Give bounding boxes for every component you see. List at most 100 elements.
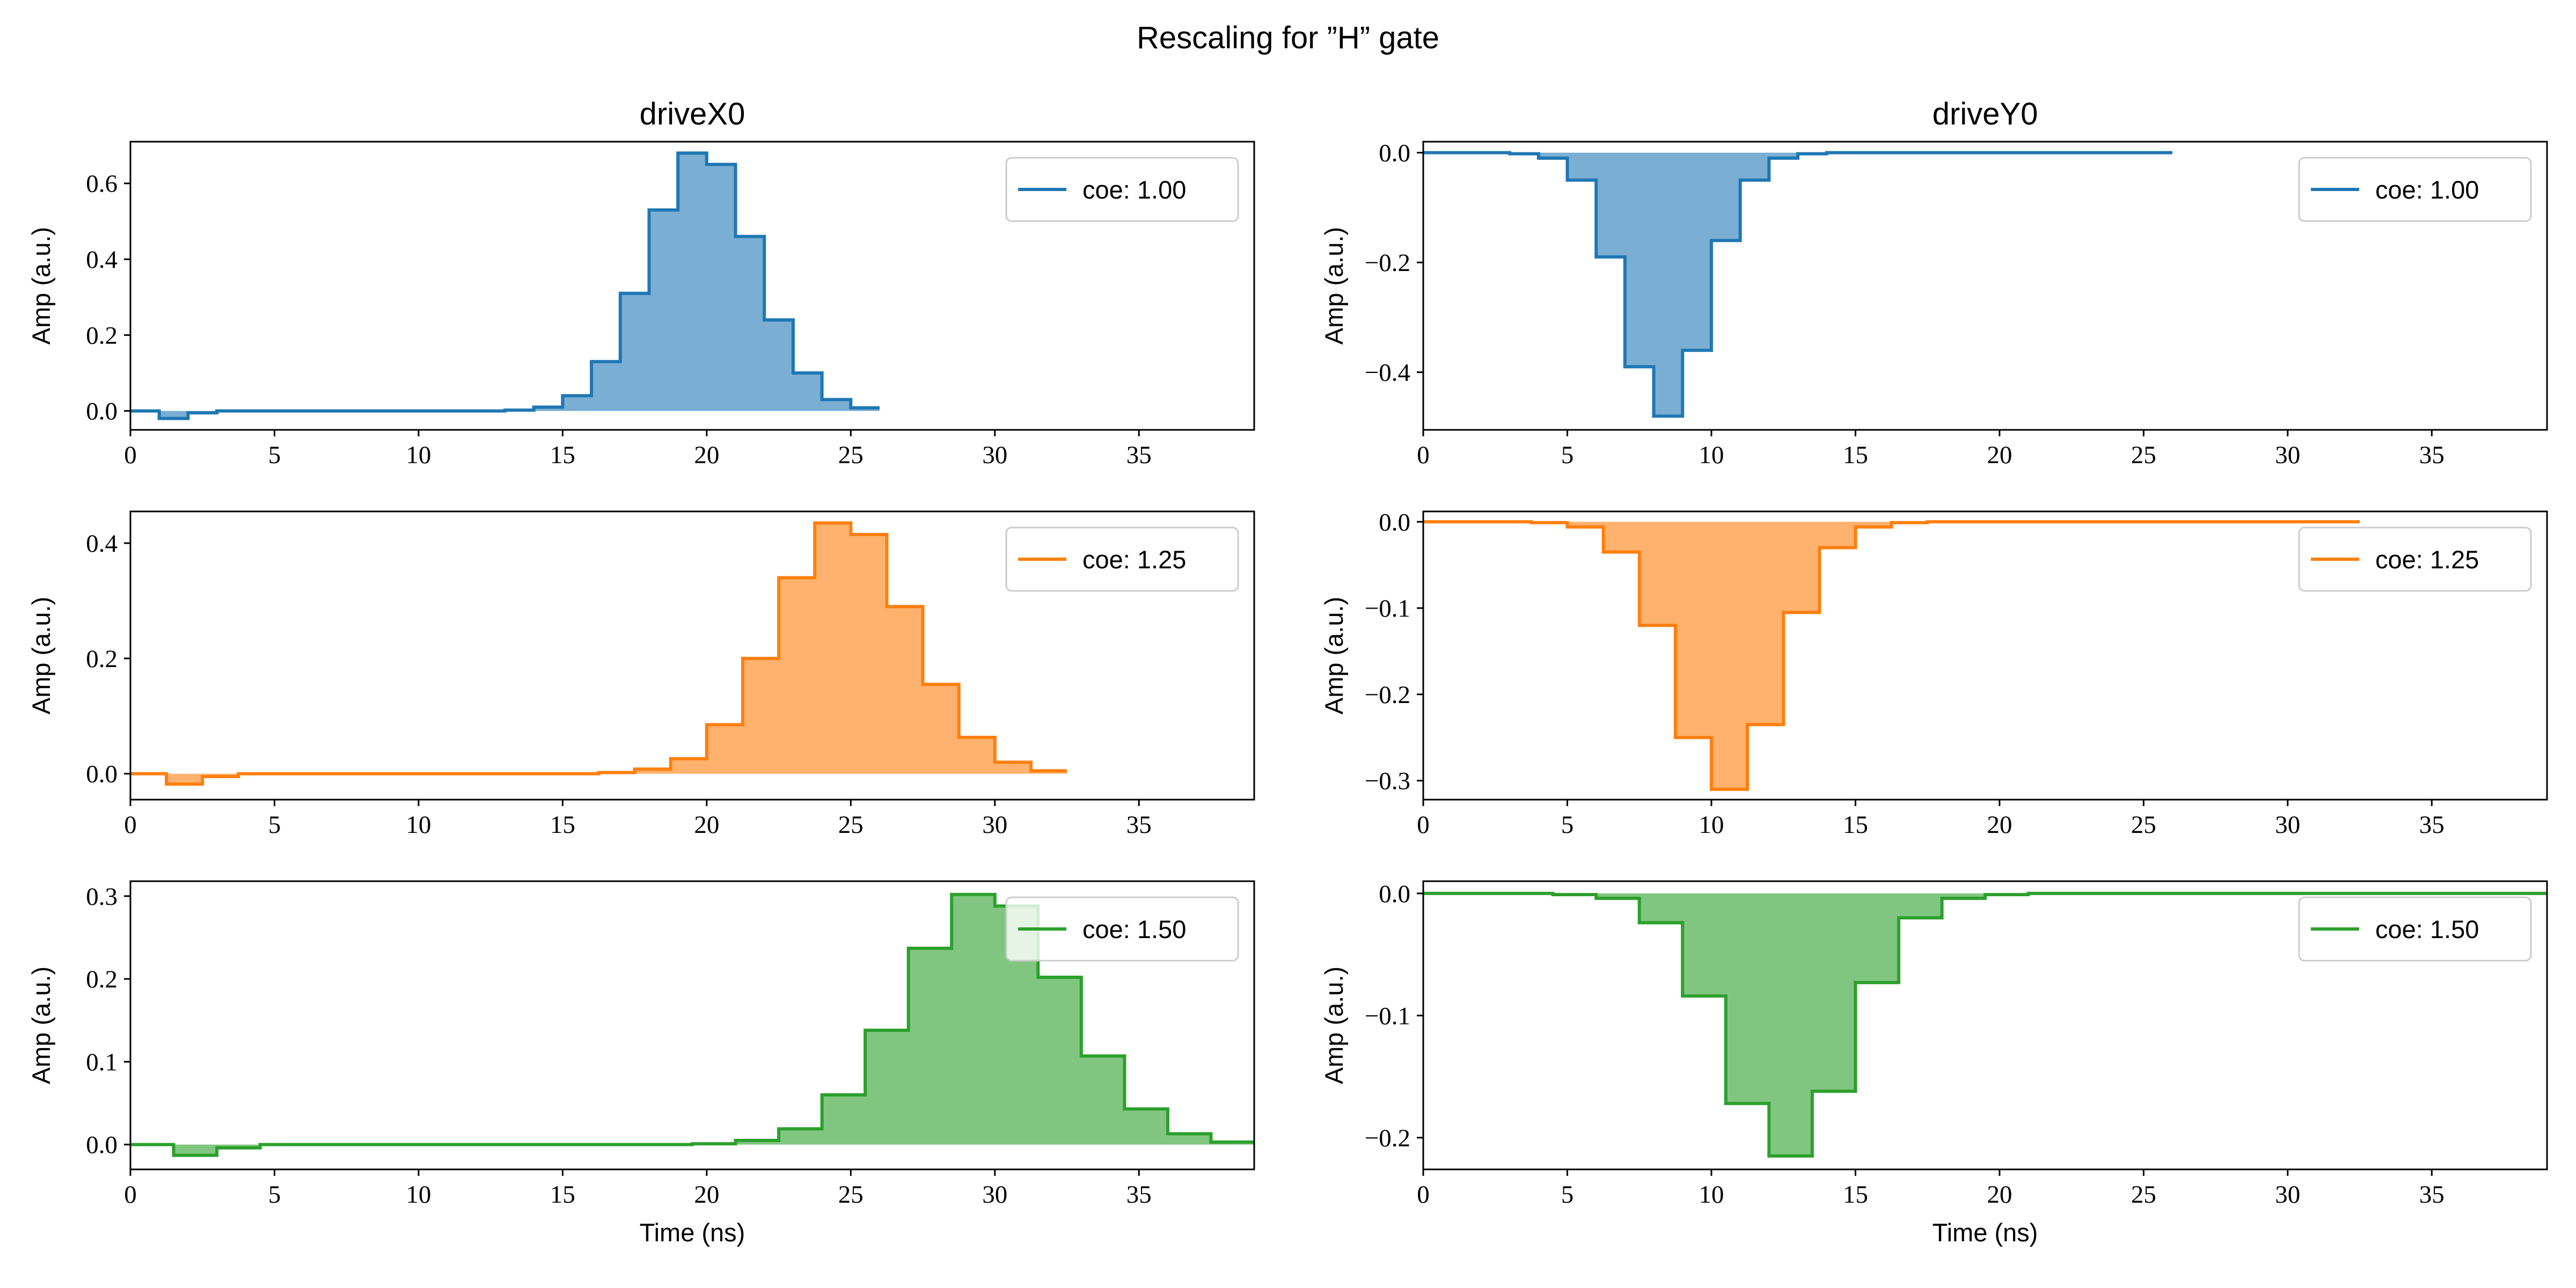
y-tick-label: 0.0: [1379, 508, 1410, 536]
axes-frame: [129, 880, 1255, 1170]
x-tick-label: 10: [406, 1181, 431, 1209]
y-tick-label: −0.1: [1365, 1002, 1410, 1030]
x-tick-label: 25: [838, 811, 863, 839]
x-tick-label: 0: [1417, 441, 1430, 469]
x-tick-label: 20: [694, 441, 719, 469]
x-tick-label: 30: [982, 441, 1007, 469]
x-tick-label: 35: [2419, 1181, 2445, 1209]
y-axis-label: Amp (a.u.): [27, 967, 55, 1084]
x-tick-label: 10: [406, 441, 431, 469]
x-tick-label: 30: [982, 1181, 1007, 1209]
series-fill: [130, 894, 1254, 1155]
legend-box: [2298, 896, 2532, 962]
axes-frame: [129, 141, 1255, 431]
x-tick-label: 30: [2275, 441, 2300, 469]
y-axis-label: Amp (a.u.): [27, 227, 55, 345]
x-tick-label: 5: [268, 1181, 281, 1209]
x-tick-label: 25: [2131, 1181, 2156, 1209]
legend-label: coe: 1.50: [2375, 915, 2479, 943]
x-tick-label: 20: [1987, 441, 2012, 469]
x-tick-label: 35: [1126, 811, 1152, 839]
legend: coe: 1.00: [1005, 157, 1239, 222]
y-tick-label: 0.0: [86, 398, 118, 426]
axes-frame: [1422, 510, 2548, 801]
y-tick-label: 0.1: [86, 1048, 118, 1076]
y-tick-label: −0.3: [1365, 767, 1410, 795]
x-tick-label: 10: [1699, 811, 1724, 839]
x-tick-label: 25: [838, 1181, 863, 1209]
x-tick-label: 15: [1843, 811, 1868, 839]
x-tick-label: 10: [1699, 441, 1724, 469]
series-fill: [1423, 152, 2172, 416]
x-tick-label: 15: [1843, 441, 1868, 469]
subplot-1: 0 5 10 15 20 25 30 35 0.0 0.2 0.4 0.6 Amp (a.u.) driv…: [27, 97, 1255, 469]
figure-title: Rescaling for ”H” gate: [1137, 20, 1439, 55]
y-tick-label: −0.4: [1365, 359, 1410, 387]
x-tick-label: 30: [982, 811, 1007, 839]
y-tick-label: 0.0: [86, 760, 118, 788]
x-tick-label: 20: [694, 1181, 719, 1209]
x-tick-label: 10: [1699, 1181, 1724, 1209]
series-line: [130, 892, 1254, 1157]
subplot-3: 0 5 10 15 20 25 30 35 0.0 0.2 0.4 Amp (a.u.) coe: 1.…: [27, 510, 1255, 839]
y-tick-label: −0.1: [1365, 595, 1410, 623]
x-tick-label: 35: [2419, 441, 2445, 469]
plot-area: [1423, 891, 2547, 1158]
y-tick-label: 0.2: [86, 645, 118, 673]
y-axis-label: Amp (a.u.): [1320, 597, 1348, 714]
x-tick-label: 10: [406, 811, 431, 839]
x-tick-label: 25: [2131, 441, 2156, 469]
legend-box: [2298, 157, 2532, 222]
x-tick-label: 20: [1987, 1181, 2012, 1209]
subplot-5: 0 5 10 15 20 25 30 35 0.0 0.1 0.2 0.3 Amp (a.u.) Time…: [27, 880, 1255, 1247]
x-axis-label: Time (ns): [1933, 1218, 2038, 1247]
x-axis-label: Time (ns): [640, 1218, 745, 1247]
legend-box: [1005, 896, 1239, 962]
subplot-4: 0 5 10 15 20 25 30 35 0.0 −0.1 −0.2 −0.3 Amp (a.u.) c…: [1320, 508, 2548, 839]
legend-label: coe: 1.00: [2375, 175, 2479, 204]
series-fill: [1423, 893, 2547, 1156]
y-tick-label: 0.2: [86, 965, 118, 993]
plot-area: [1423, 151, 2172, 418]
x-tick-label: 25: [2131, 811, 2156, 839]
legend-label: coe: 1.25: [1082, 545, 1186, 574]
y-tick-label: 0.0: [1379, 880, 1410, 908]
x-tick-label: 35: [2419, 811, 2445, 839]
legend: coe: 1.25: [1005, 526, 1239, 592]
legend-label: coe: 1.50: [1082, 915, 1186, 943]
legend-box: [1005, 526, 1239, 592]
y-axis-label: Amp (a.u.): [27, 597, 55, 714]
x-tick-label: 5: [268, 811, 281, 839]
x-tick-label: 15: [550, 1181, 575, 1209]
x-tick-label: 5: [1561, 441, 1574, 469]
legend-label: coe: 1.25: [2375, 545, 2479, 574]
series-line: [1423, 891, 2547, 1158]
y-tick-label: 0.0: [1379, 139, 1410, 167]
y-tick-label: 0.6: [86, 170, 118, 198]
subplot-6: 0 5 10 15 20 25 30 35 0.0 −0.1 −0.2 Amp (a.u.) Time …: [1320, 880, 2548, 1247]
x-tick-label: 25: [838, 441, 863, 469]
x-tick-label: 35: [1126, 441, 1152, 469]
x-tick-label: 5: [268, 441, 281, 469]
y-axis-label: Amp (a.u.): [1320, 967, 1348, 1084]
subplot-2: 0 5 10 15 20 25 30 35 0.0 −0.2 −0.4 Amp (a.u.) drive…: [1320, 97, 2548, 469]
x-tick-label: 20: [694, 811, 719, 839]
x-tick-label: 15: [1843, 1181, 1868, 1209]
x-tick-label: 0: [1417, 811, 1430, 839]
y-tick-label: 0.2: [86, 321, 118, 349]
legend: coe: 1.50: [2298, 896, 2532, 962]
x-tick-label: 15: [550, 811, 575, 839]
x-tick-label: 5: [1561, 1181, 1574, 1209]
series-line: [1423, 151, 2172, 418]
x-tick-label: 0: [124, 1181, 137, 1209]
plot-area: [1423, 520, 2360, 791]
series-fill: [1423, 522, 2360, 789]
series-line: [130, 521, 1067, 786]
y-axis-label: Amp (a.u.): [1320, 227, 1348, 345]
plot-area: [130, 521, 1067, 786]
y-tick-label: 0.0: [86, 1131, 118, 1159]
axes-frame: [1422, 141, 2548, 431]
y-tick-label: −0.2: [1365, 681, 1410, 709]
axes-frame: [129, 510, 1255, 801]
